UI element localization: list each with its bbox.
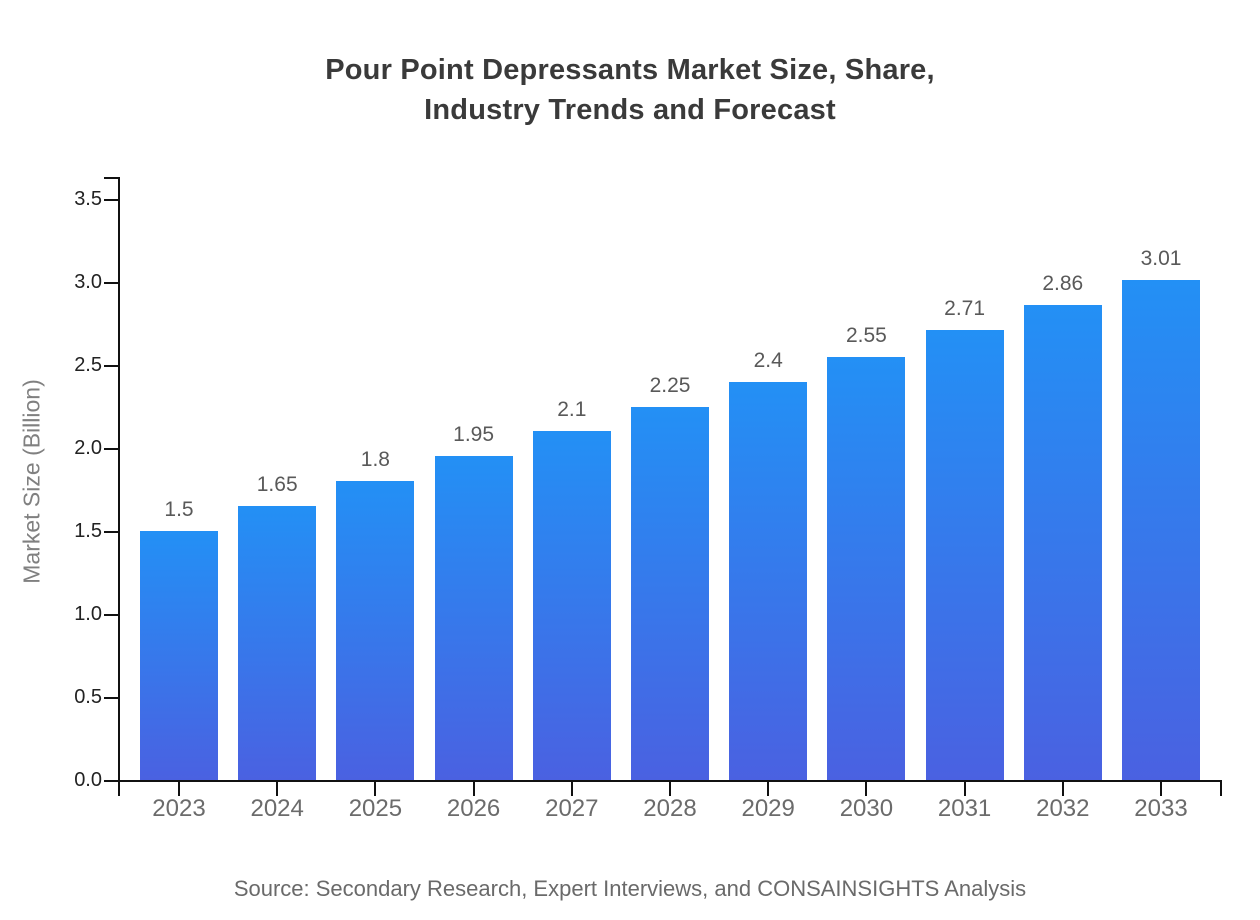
bar-value-label: 1.8 [360,448,390,472]
bar-value-label: 2.86 [1042,272,1084,296]
y-tick [104,780,118,782]
y-tick-label: 0.5 [74,686,102,708]
y-axis-spine [118,177,120,796]
x-tick [963,780,966,796]
bar-value-label: 2.25 [649,373,691,397]
bar-value-label: 2.1 [557,398,587,422]
x-tick-label: 2030 [839,795,894,822]
bar-2033 [1122,280,1200,780]
bar-value-label: 3.01 [1140,247,1182,271]
y-tick [104,448,118,450]
y-tick [104,531,118,533]
x-tick-label: 2027 [545,795,599,822]
x-tick-label: 2032 [1036,795,1090,822]
y-tick [104,697,118,699]
bar-2028 [631,406,709,780]
x-tick [669,780,671,796]
x-tick [767,780,770,796]
x-tick [1061,780,1064,796]
bar-2030 [827,356,906,780]
chart-title: Pour Point Depressants Market Size, Shar… [325,54,935,126]
x-tick-label: 2025 [348,795,403,822]
source-note: Source: Secondary Research, Expert Inter… [233,876,1027,901]
bar-2023 [140,531,218,780]
x-tick-label: 2024 [250,795,304,822]
bar-2026 [434,456,513,780]
x-axis [104,780,1222,782]
y-tick [104,282,118,284]
bar-2025 [336,481,415,780]
bar-value-label: 1.5 [164,498,194,521]
x-tick [472,780,475,796]
bar-2029 [729,381,808,780]
x-tick [178,780,180,796]
y-tick-label: 2.0 [74,437,102,459]
bar-2027 [532,431,611,780]
bar-value-label: 1.95 [453,423,495,447]
x-tick [276,780,279,796]
y-tick-label: 0.0 [74,769,102,791]
y-tick-label: 3.0 [74,271,102,293]
y-tick-label: 1.5 [74,520,102,542]
x-tick-label: 2026 [446,795,501,822]
bar-value-label: 2.4 [753,348,783,372]
x-tick [570,780,573,796]
x-tick [374,780,377,796]
bar-2031 [925,330,1004,780]
y-tick [104,614,118,616]
bar-value-label: 2.55 [845,323,887,347]
bar-value-label: 2.71 [944,297,986,321]
x-tick-label: 2029 [741,795,795,822]
y-tick [104,365,118,367]
x-tick-label: 2023 [152,795,206,822]
x-tick [865,780,868,796]
y-axis-top-cap [104,177,118,179]
x-axis-right-cap [1220,780,1222,796]
x-tick [1160,780,1162,796]
x-tick-label: 2033 [1134,795,1188,822]
x-tick-label: 2028 [643,795,697,822]
y-tick-label: 2.5 [74,354,102,376]
bar-2032 [1023,305,1102,780]
y-tick [104,199,118,201]
bar-2024 [238,506,317,780]
bar-value-label: 1.65 [256,473,298,497]
y-tick-label: 1.0 [74,603,102,625]
x-tick-label: 2031 [937,795,992,822]
y-tick-label: 3.5 [74,188,102,210]
